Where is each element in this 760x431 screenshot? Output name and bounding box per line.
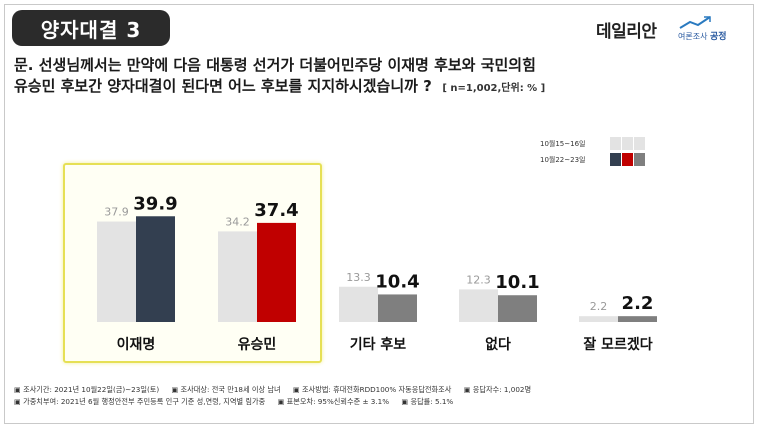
bar-curr-1	[257, 222, 296, 322]
survey-question: 문. 선생님께서는 만약에 다음 대통령 선거가 더불어민주당 이재명 후보와 …	[14, 55, 744, 99]
legend-label-prev: 10월15~16일	[540, 140, 586, 148]
footer-row-1: ▣ 조사기간: 2021년 10월22일(금)~23일(토) ▣ 조사대상: 전…	[14, 384, 744, 396]
partner-strong-text: 공정	[710, 32, 727, 42]
footer-item: ▣ 가중치부여: 2021년 6월 행정안전부 주민등록 인구 기준 성,연령,…	[14, 397, 266, 406]
data-label-curr-0: 39.9	[133, 193, 177, 214]
legend-swatch	[634, 153, 645, 166]
footer-row-2: ▣ 가중치부여: 2021년 6월 행정안전부 주민등록 인구 기준 성,연령,…	[14, 396, 744, 408]
bar-prev-1	[218, 231, 257, 322]
title-badge: 양자대결 3	[12, 10, 170, 46]
question-line-2-text: 유승민 후보간 양자대결이 된다면 어느 후보를 지지하시겠습니까 ?	[14, 77, 432, 95]
chart-legend: 10월15~16일 10월22~23일	[540, 137, 650, 169]
legend-row-curr: 10월22~23일	[540, 153, 650, 167]
footer-item: ▣ 응답자수: 1,002명	[463, 385, 532, 394]
data-label-prev-0: 37.9	[104, 206, 129, 219]
footer-item: ▣ 조사방법: 휴대전화RDD100% 자동응답전화조사	[292, 385, 452, 394]
data-label-curr-2: 10.4	[375, 271, 419, 292]
data-label-prev-1: 34.2	[225, 215, 250, 228]
bar-prev-0	[97, 221, 136, 322]
category-label-4: 잘 모르겠다	[583, 336, 652, 353]
dailian-logo: 데일리안	[596, 17, 657, 42]
survey-footer: ▣ 조사기간: 2021년 10월22일(금)~23일(토) ▣ 조사대상: 전…	[14, 384, 744, 408]
legend-label-curr: 10월22~23일	[540, 156, 586, 164]
footer-item: ▣ 표본오차: 95%신뢰수준 ± 3.1%	[277, 397, 390, 406]
legend-row-prev: 10월15~16일	[540, 137, 650, 151]
legend-swatch	[610, 153, 621, 166]
logo-text: 데일리안	[596, 22, 657, 42]
footer-item: ▣ 조사대상: 전국 만18세 이상 남녀	[171, 385, 281, 394]
category-label-0: 이재명	[117, 336, 156, 353]
bar-curr-3	[498, 295, 537, 322]
bar-prev-2	[339, 286, 378, 322]
bar-curr-0	[136, 216, 175, 322]
chart-swoosh-icon	[679, 16, 711, 29]
bar-curr-4	[618, 316, 657, 322]
data-label-curr-1: 37.4	[254, 200, 298, 221]
data-label-prev-4: 2.2	[590, 300, 608, 313]
bar-prev-3	[459, 289, 498, 322]
sample-note: [ n=1,002,단위: % ]	[442, 83, 546, 94]
data-label-prev-3: 12.3	[466, 273, 491, 286]
data-label-curr-4: 2.2	[622, 293, 654, 314]
gongjeong-logo: 여론조사 공정	[678, 14, 742, 42]
legend-swatch	[610, 137, 621, 150]
bar-prev-4	[579, 316, 618, 322]
legend-swatch	[622, 153, 633, 166]
legend-swatch	[622, 137, 633, 150]
question-line-2: 유승민 후보간 양자대결이 된다면 어느 후보를 지지하시겠습니까 ? [ n=…	[14, 76, 744, 99]
data-label-curr-3: 10.1	[495, 272, 539, 293]
bar-curr-2	[378, 294, 417, 322]
legend-swatch	[634, 137, 645, 150]
category-label-2: 기타 후보	[350, 337, 407, 353]
partner-small-text: 여론조사	[678, 32, 708, 41]
category-label-1: 유승민	[238, 336, 277, 353]
footer-item: ▣ 조사기간: 2021년 10월22일(금)~23일(토)	[14, 385, 160, 394]
data-label-prev-2: 13.3	[346, 271, 371, 284]
category-label-3: 없다	[485, 337, 511, 353]
footer-item: ▣ 응답률: 5.1%	[401, 397, 454, 406]
question-line-1: 문. 선생님께서는 만약에 다음 대통령 선거가 더불어민주당 이재명 후보와 …	[14, 56, 536, 74]
